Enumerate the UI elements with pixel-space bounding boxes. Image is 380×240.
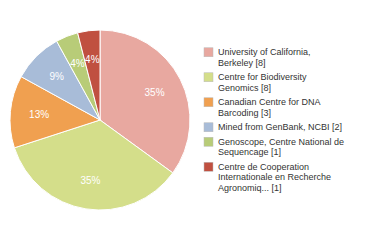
legend-swatch — [204, 73, 213, 82]
data-label: 35% — [80, 175, 100, 186]
legend-swatch — [204, 162, 213, 171]
legend-item: Genoscope, Centre National deSequencage … — [204, 137, 344, 158]
legend-label: Mined from GenBank, NCBI [2] — [218, 122, 342, 132]
legend-swatch — [204, 48, 213, 57]
data-label: 4% — [70, 58, 85, 69]
legend-label-line: Centre de Cooperation — [218, 162, 309, 172]
legend-label: University of California,Berkeley [8] — [218, 47, 311, 68]
pie: 35% 35% 13% 9% 4%4% — [10, 30, 190, 210]
legend-label-line: Mined from GenBank, NCBI [2] — [218, 122, 342, 132]
legend-label-line: Centre for Biodiversity — [218, 72, 307, 82]
legend-label-line: Genomics [8] — [218, 83, 271, 93]
legend-item: Canadian Centre for DNABarcoding [3] — [204, 97, 321, 118]
data-label: 4% — [85, 54, 100, 65]
legend-swatch — [204, 98, 213, 107]
legend-item: University of California,Berkeley [8] — [204, 47, 311, 68]
data-label: 35% — [145, 87, 165, 98]
legend-label-line: Berkeley [8] — [218, 58, 266, 68]
legend-label-line: University of California, — [218, 47, 311, 57]
legend-label: Centre for BiodiversityGenomics [8] — [218, 72, 307, 93]
legend-label-line: Agronomiq... [1] — [218, 183, 282, 193]
legend-label: Genoscope, Centre National deSequencage … — [218, 137, 344, 158]
legend-label-line: Sequencage [1] — [218, 147, 281, 157]
legend-label: Centre de CooperationInternationale en R… — [218, 162, 331, 193]
legend-label-line: Genoscope, Centre National de — [218, 137, 344, 147]
legend-swatch — [204, 137, 213, 146]
pie-slice — [78, 30, 100, 120]
legend-label-line: Barcoding [3] — [218, 108, 271, 118]
chart: 35% 35% 13% 9% 4%4% University of California,… — [0, 0, 380, 240]
data-label: 13% — [29, 109, 49, 120]
legend: University of California,Berkeley [8] Cen… — [204, 47, 344, 193]
legend-label: Canadian Centre for DNABarcoding [3] — [218, 97, 321, 118]
legend-swatch — [204, 123, 213, 132]
legend-label-line: Canadian Centre for DNA — [218, 97, 321, 107]
legend-item: Centre for BiodiversityGenomics [8] — [204, 72, 307, 93]
legend-label-line: Internationale en Recherche — [218, 172, 331, 182]
legend-item: Mined from GenBank, NCBI [2] — [204, 122, 342, 132]
legend-item: Centre de CooperationInternationale en R… — [204, 162, 331, 193]
data-label: 9% — [49, 71, 64, 82]
